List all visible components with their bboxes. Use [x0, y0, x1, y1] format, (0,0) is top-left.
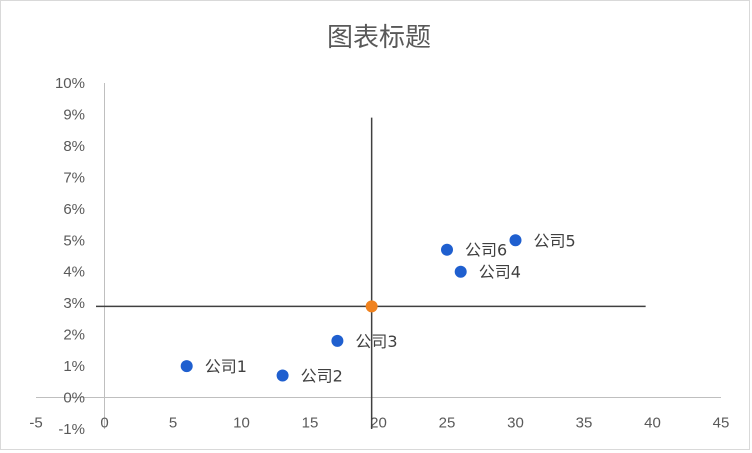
data-label: 公司1 [205, 357, 247, 376]
x-tick-label: 30 [507, 415, 524, 432]
x-tick-label: 10 [233, 415, 250, 432]
x-tick-label: -5 [29, 415, 42, 432]
y-tick-label: 10% [55, 75, 85, 92]
y-tick-label: 1% [63, 358, 85, 375]
x-tick-label: 15 [302, 415, 319, 432]
x-tick-label: 35 [576, 415, 593, 432]
data-points [180, 234, 522, 382]
x-tick-label: 45 [713, 415, 730, 432]
data-labels: 公司1 公司2 公司3 公司4 公司5 公司6 [205, 231, 576, 385]
x-tick-label: 5 [169, 415, 177, 432]
data-label: 公司3 [355, 332, 397, 351]
data-label: 公司5 [534, 231, 576, 250]
y-tick-label: 2% [63, 327, 85, 344]
data-point [509, 234, 522, 247]
y-tick-label: 5% [63, 232, 85, 249]
data-label: 公司6 [465, 241, 507, 260]
x-tick-label: 20 [370, 415, 387, 432]
data-point [454, 265, 467, 278]
chart-title: 图表标题 [327, 23, 431, 53]
y-tick-label: 7% [63, 169, 85, 186]
x-tick-label: 0 [100, 415, 108, 432]
data-point [276, 369, 289, 382]
x-tick-label: 40 [644, 415, 661, 432]
y-tick-label: 0% [63, 390, 85, 407]
data-point [331, 334, 344, 347]
axes: -1% 0% 1% 2% 3% 4% 5% 6% 7% 8% 9% 10% -5 0 5 10 15 20 25 30… [29, 75, 729, 438]
data-point [365, 300, 378, 313]
y-tick-label: 6% [63, 201, 85, 218]
data-label: 公司2 [301, 367, 343, 386]
y-tick-label: 4% [63, 264, 85, 281]
y-tick-label: 8% [63, 138, 85, 155]
y-tick-label: -1% [58, 421, 85, 438]
data-point [180, 360, 193, 373]
reference-lines [96, 117, 646, 429]
data-point [441, 243, 453, 256]
x-tick-label: 25 [439, 415, 456, 432]
y-tick-label: 9% [63, 106, 85, 123]
y-tick-label: 3% [63, 295, 85, 312]
data-label: 公司4 [479, 263, 521, 282]
